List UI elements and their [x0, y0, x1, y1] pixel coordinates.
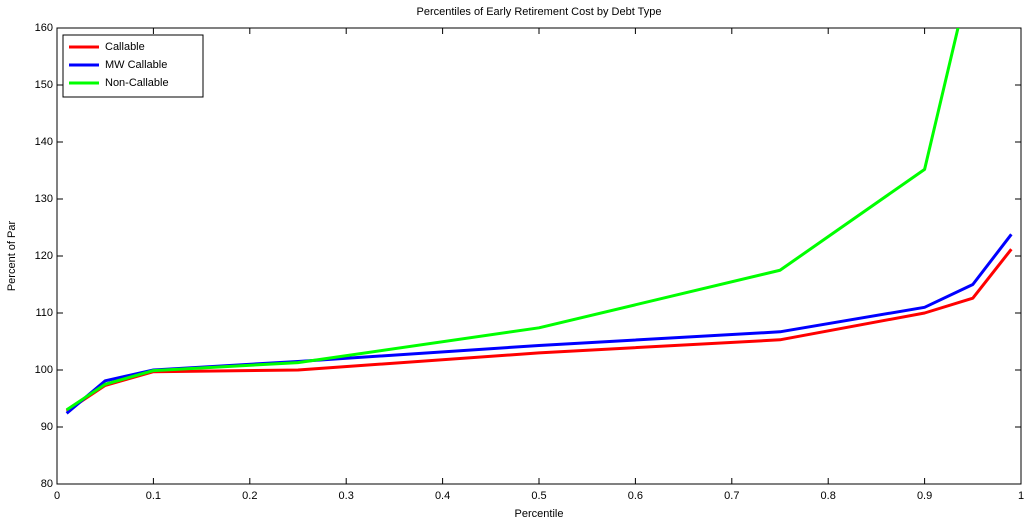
x-axis-label: Percentile	[515, 508, 564, 520]
x-tick-label: 0.3	[339, 490, 354, 502]
y-tick-label: 150	[35, 79, 53, 91]
x-tick-label: 0.2	[242, 490, 257, 502]
x-tick-label: 0.1	[146, 490, 161, 502]
legend-label: MW Callable	[105, 59, 167, 71]
legend-label: Callable	[105, 41, 145, 53]
y-tick-label: 90	[41, 421, 53, 433]
series-line	[65, 233, 1013, 415]
y-tick-label: 130	[35, 193, 53, 205]
x-tick-label: 0.8	[821, 490, 836, 502]
legend-label: Non-Callable	[105, 77, 169, 89]
chart-title: Percentiles of Early Retirement Cost by …	[417, 6, 662, 18]
plot-lines	[65, 28, 1013, 415]
x-tick-label: 0.4	[435, 490, 450, 502]
x-tick-label: 0.6	[628, 490, 643, 502]
x-tick-label: 0.5	[531, 490, 546, 502]
y-tick-label: 80	[41, 478, 53, 490]
y-tick-label: 140	[35, 136, 53, 148]
y-tick-label: 120	[35, 250, 53, 262]
y-tick-label: 110	[35, 307, 53, 319]
x-tick-label: 0.7	[724, 490, 739, 502]
x-tick-label: 0	[54, 490, 60, 502]
series-line	[65, 28, 960, 412]
plot-frame	[56, 27, 1022, 485]
y-axis-label: Percent of Par	[6, 221, 18, 292]
y-tick-label: 160	[35, 22, 53, 34]
x-tick-label: 0.9	[917, 490, 932, 502]
y-tick-label: 100	[35, 364, 53, 376]
x-tick-label: 1	[1018, 490, 1024, 502]
